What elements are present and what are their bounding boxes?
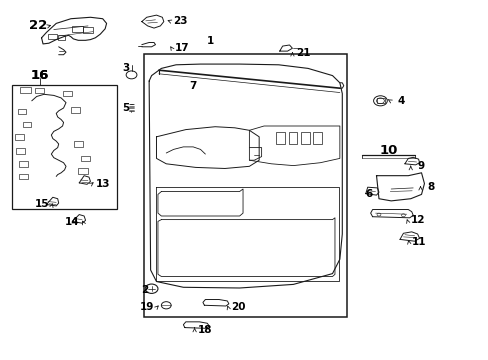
Bar — [83, 27, 93, 33]
Text: 6: 6 — [365, 189, 372, 199]
Bar — [35, 88, 43, 93]
Bar — [144, 54, 346, 317]
Text: 15: 15 — [34, 199, 49, 210]
Text: 21: 21 — [295, 48, 310, 58]
Text: 2: 2 — [142, 285, 148, 295]
Bar — [58, 35, 65, 40]
Text: 1: 1 — [206, 36, 213, 46]
Bar — [16, 148, 25, 154]
Text: 5: 5 — [122, 103, 129, 113]
Text: 12: 12 — [410, 215, 425, 225]
Text: 13: 13 — [95, 179, 110, 189]
Bar — [20, 87, 31, 93]
Text: 19: 19 — [139, 302, 154, 312]
Bar — [288, 132, 297, 144]
Bar — [78, 168, 88, 174]
Text: 16: 16 — [31, 69, 49, 82]
Bar — [62, 91, 72, 96]
Bar — [19, 174, 28, 179]
Bar — [312, 132, 321, 144]
Text: 3: 3 — [122, 63, 129, 73]
Bar — [71, 107, 80, 113]
Text: 17: 17 — [174, 42, 189, 53]
Text: 10: 10 — [379, 144, 397, 157]
Bar — [19, 161, 28, 167]
Text: 9: 9 — [417, 161, 424, 171]
Text: 22: 22 — [29, 19, 47, 32]
Bar — [81, 156, 90, 161]
Text: 14: 14 — [65, 217, 80, 228]
Bar — [300, 132, 309, 144]
Bar — [72, 26, 83, 32]
Bar — [12, 85, 117, 209]
Bar — [23, 122, 31, 127]
Text: 4: 4 — [396, 96, 404, 106]
Polygon shape — [376, 173, 424, 201]
Text: 20: 20 — [231, 302, 245, 312]
Bar — [276, 132, 285, 144]
Text: 18: 18 — [198, 325, 212, 336]
Text: 11: 11 — [411, 237, 426, 247]
Text: 8: 8 — [427, 182, 434, 192]
Text: 7: 7 — [189, 81, 197, 91]
Bar — [15, 134, 24, 140]
Text: 23: 23 — [172, 16, 187, 26]
Bar — [48, 34, 57, 39]
Bar — [18, 109, 26, 114]
Bar — [74, 141, 82, 147]
Text: 16: 16 — [31, 69, 49, 82]
Bar — [376, 98, 385, 103]
